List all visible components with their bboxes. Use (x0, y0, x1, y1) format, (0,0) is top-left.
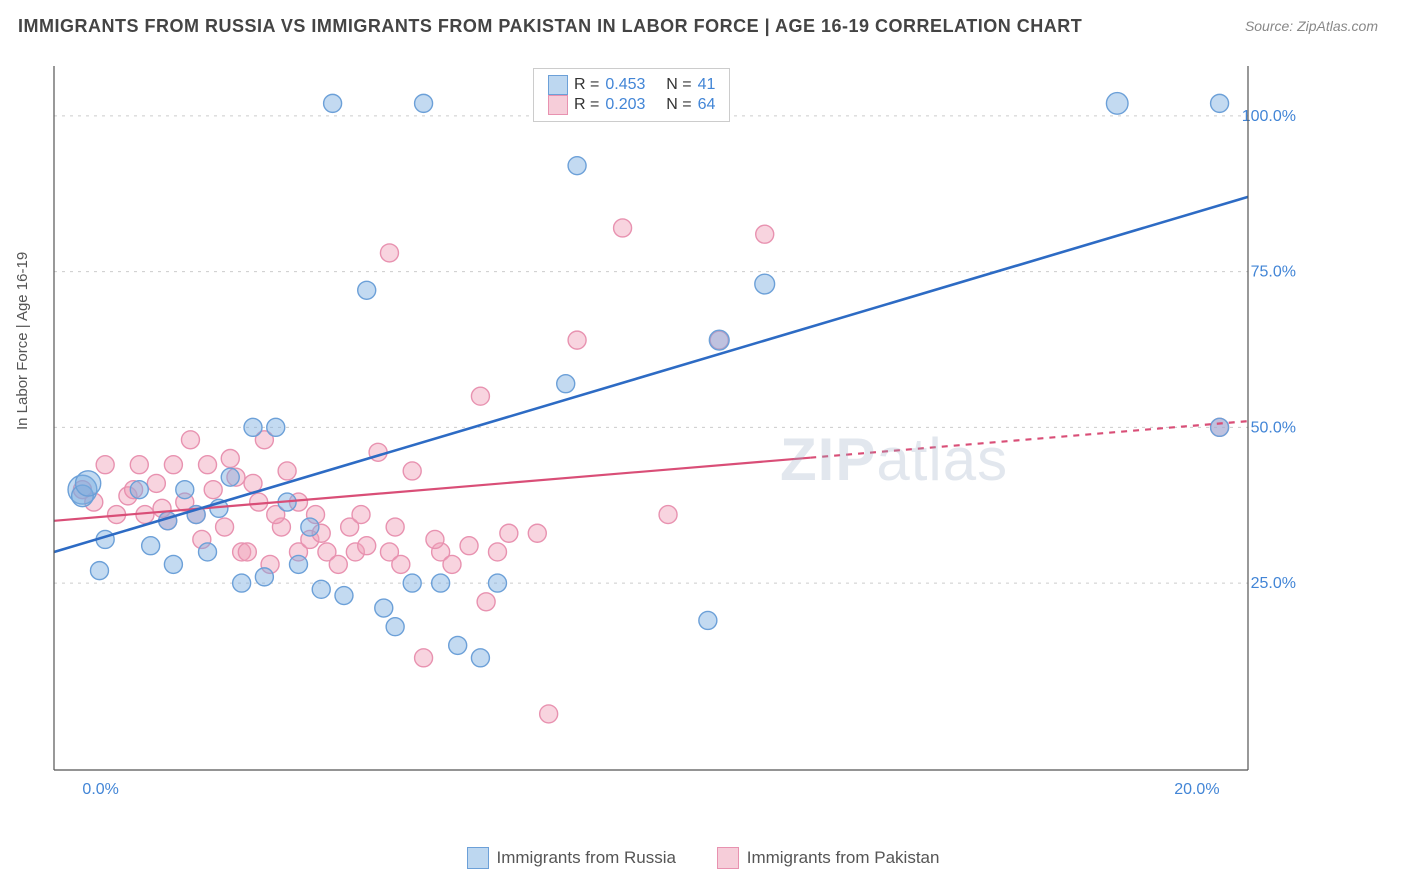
scatter-point (1211, 94, 1229, 112)
swatch-pakistan (548, 95, 568, 115)
scatter-point (181, 431, 199, 449)
scatter-point (329, 555, 347, 573)
source-attribution: Source: ZipAtlas.com (1245, 18, 1378, 34)
stat-r-russia: 0.453 (605, 76, 645, 94)
stat-r-pakistan: 0.203 (605, 96, 645, 114)
scatter-point (358, 537, 376, 555)
legend-stats-row-russia: R = 0.453 N = 41 (548, 75, 715, 95)
scatter-point (432, 574, 450, 592)
scatter-point (755, 274, 775, 294)
scatter-point (255, 568, 273, 586)
scatter-point (426, 530, 444, 548)
scatter-point (540, 705, 558, 723)
scatter-point (449, 636, 467, 654)
scatter-point (352, 506, 370, 524)
scatter-point (709, 330, 729, 350)
scatter-point (471, 649, 489, 667)
scatter-point (568, 157, 586, 175)
legend-item-pakistan: Immigrants from Pakistan (717, 847, 940, 869)
scatter-point (312, 580, 330, 598)
scatter-point (335, 587, 353, 605)
scatter-point (164, 456, 182, 474)
scatter-point (142, 537, 160, 555)
swatch-pakistan (717, 847, 739, 869)
svg-text:20.0%: 20.0% (1174, 781, 1219, 798)
scatter-point (233, 574, 251, 592)
scatter-point (477, 593, 495, 611)
svg-text:50.0%: 50.0% (1251, 419, 1296, 436)
scatter-point (557, 375, 575, 393)
scatter-point (415, 649, 433, 667)
scatter-point (130, 456, 148, 474)
trend-line (54, 197, 1248, 552)
scatter-point (289, 555, 307, 573)
legend-stats-row-pakistan: R = 0.203 N = 64 (548, 95, 715, 115)
stat-n-russia: 41 (698, 76, 716, 94)
scatter-point (568, 331, 586, 349)
svg-text:0.0%: 0.0% (82, 781, 118, 798)
scatter-point (380, 244, 398, 262)
scatter-point (130, 481, 148, 499)
scatter-point (403, 574, 421, 592)
scatter-point (76, 471, 101, 496)
svg-text:75.0%: 75.0% (1251, 264, 1296, 281)
scatter-point (756, 225, 774, 243)
scatter-point (471, 387, 489, 405)
scatter-point (176, 481, 194, 499)
y-axis-title: In Labor Force | Age 16-19 (14, 252, 31, 430)
scatter-point (443, 555, 461, 573)
swatch-russia (467, 847, 489, 869)
label-n: N = (666, 96, 691, 114)
scatter-point (204, 481, 222, 499)
scatter-point (488, 574, 506, 592)
scatter-point (324, 94, 342, 112)
chart-title: IMMIGRANTS FROM RUSSIA VS IMMIGRANTS FRO… (18, 16, 1082, 37)
scatter-point (614, 219, 632, 237)
scatter-point (358, 281, 376, 299)
scatter-point (488, 543, 506, 561)
chart-container: IMMIGRANTS FROM RUSSIA VS IMMIGRANTS FRO… (0, 0, 1406, 892)
scatter-point (244, 418, 262, 436)
scatter-point (199, 543, 217, 561)
scatter-point (500, 524, 518, 542)
scatter-point (528, 524, 546, 542)
scatter-point (460, 537, 478, 555)
label-n: N = (666, 76, 691, 94)
scatter-point (278, 462, 296, 480)
scatter-point (301, 518, 319, 536)
svg-text:25.0%: 25.0% (1251, 575, 1296, 592)
stat-n-pakistan: 64 (698, 96, 716, 114)
scatter-plot: 25.0% 50.0% 75.0% 100.0% 0.0% 20.0% (48, 62, 1306, 798)
scatter-point (147, 474, 165, 492)
label-r: R = (574, 96, 599, 114)
scatter-point (386, 618, 404, 636)
scatter-point (238, 543, 256, 561)
scatter-point (386, 518, 404, 536)
scatter-point (221, 449, 239, 467)
scatter-point (699, 611, 717, 629)
scatter-point (403, 462, 421, 480)
legend-label-pakistan: Immigrants from Pakistan (747, 848, 940, 868)
swatch-russia (548, 75, 568, 95)
scatter-point (90, 562, 108, 580)
scatter-point (164, 555, 182, 573)
scatter-point (1211, 418, 1229, 436)
scatter-point (415, 94, 433, 112)
scatter-point (1106, 93, 1128, 115)
scatter-point (659, 506, 677, 524)
label-r: R = (574, 76, 599, 94)
legend-item-russia: Immigrants from Russia (467, 847, 676, 869)
legend-stats: R = 0.453 N = 41 R = 0.203 N = 64 (533, 68, 730, 122)
legend-label-russia: Immigrants from Russia (497, 848, 676, 868)
trend-line-dashed (810, 421, 1248, 458)
scatter-point (216, 518, 234, 536)
scatter-point (392, 555, 410, 573)
scatter-point (221, 468, 239, 486)
scatter-point (375, 599, 393, 617)
legend-series: Immigrants from Russia Immigrants from P… (0, 847, 1406, 874)
svg-text:100.0%: 100.0% (1242, 108, 1296, 125)
scatter-point (199, 456, 217, 474)
scatter-point (267, 418, 285, 436)
scatter-point (96, 456, 114, 474)
